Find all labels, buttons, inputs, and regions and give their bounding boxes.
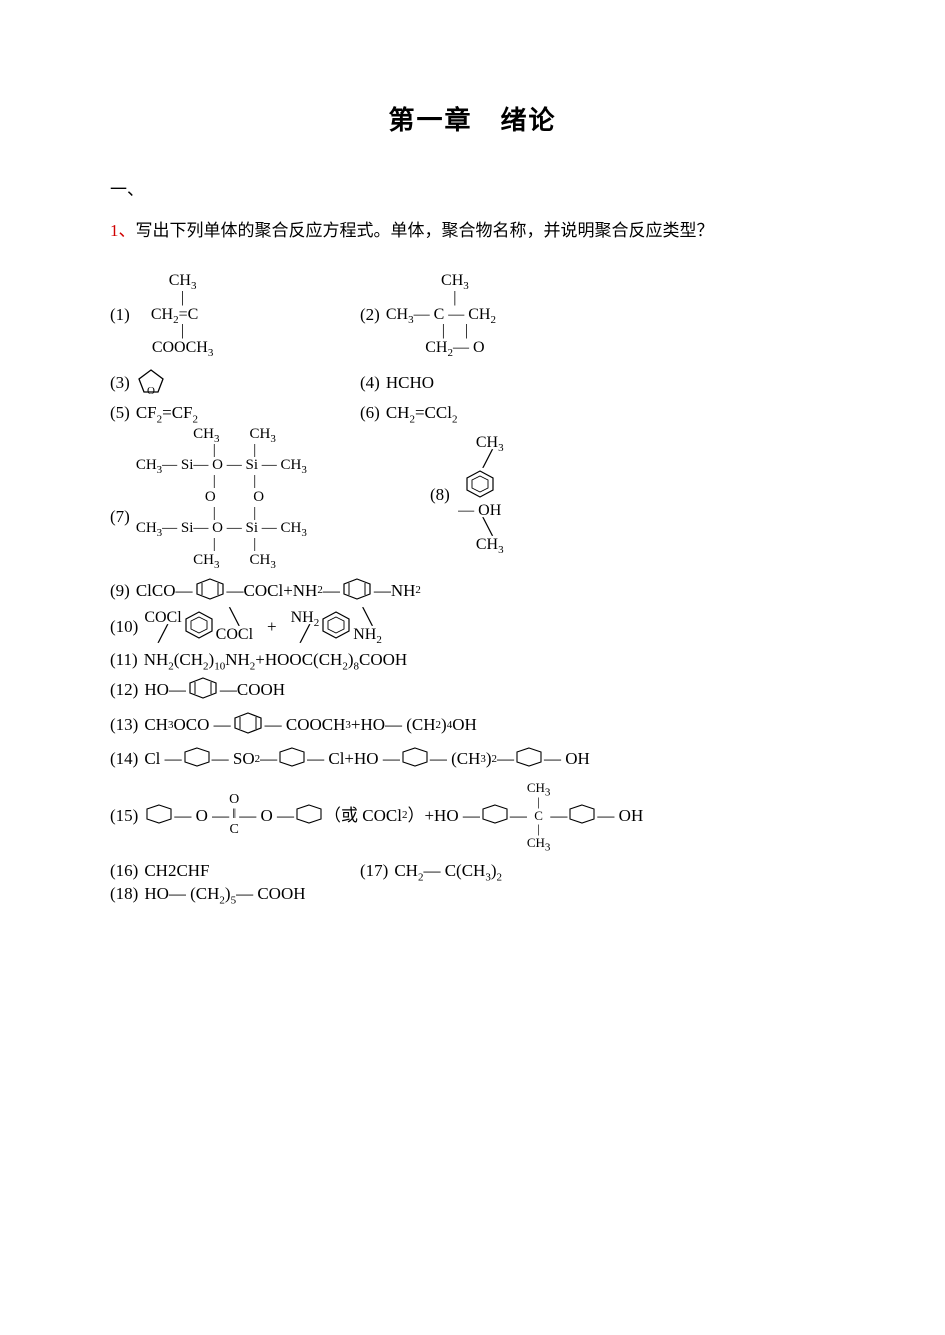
svg-text:O: O	[147, 385, 155, 395]
item-15-index: (15)	[110, 807, 138, 824]
item-7: (7) CH3 CH3 | | CH3— Si— O — Si — CH3 | …	[110, 427, 430, 569]
item-5: (5) CF2=CF2	[110, 404, 360, 421]
item-13-index: (13)	[110, 716, 138, 733]
item-14-index: (14)	[110, 750, 138, 767]
benzene-ring-icon	[340, 577, 374, 604]
item-15: (15) — O — O‖C — O — （或 COCl2）+HO —— CH3…	[110, 781, 643, 849]
item-3-index: (3)	[110, 374, 130, 391]
item-13-formula: CH3OCO —— COOCH3+HO— (CH2)4OH	[144, 711, 476, 738]
item-5-index: (5)	[110, 404, 130, 421]
item-7-formula: CH3 CH3 | | CH3— Si— O — Si — CH3 | | O …	[136, 427, 307, 569]
question-body: 写出下列单体的聚合反应方程式。单体，聚合物名称，并说明聚合反应类型？	[136, 221, 714, 240]
item-12: (12) HO——COOH	[110, 676, 285, 703]
item-16: (16) CH2CHF	[110, 862, 360, 879]
item-11: (11) NH2(CH2)10NH2+HOOC(CH2)8COOH	[110, 651, 407, 668]
item-9: (9) ClCO——COCl+NH2——NH2	[110, 577, 421, 604]
benzene-ring-icon	[319, 610, 353, 643]
item-15-formula: — O — O‖C — O — （或 COCl2）+HO —— CH3|C|CH…	[144, 781, 643, 849]
or-close: ）	[407, 807, 424, 824]
item-6-formula: CH2=CCl2	[386, 404, 458, 421]
item-4-formula: HCHO	[386, 374, 434, 391]
benzene-ring-icon	[567, 803, 597, 828]
item-4: (4) HCHO	[360, 374, 434, 391]
item-8: (8) CH3 ╱ — OH ╲ CH3	[430, 435, 504, 554]
benzene-ring-icon	[186, 676, 220, 703]
item-6: (6) CH2=CCl2	[360, 404, 457, 421]
item-17-formula: CH2— C(CH3)2	[394, 862, 502, 879]
item-9-formula: ClCO——COCl+NH2——NH2	[136, 577, 421, 604]
item-11-index: (11)	[110, 651, 138, 668]
chapter-title: 第一章 绪论	[110, 100, 835, 137]
item-12-index: (12)	[110, 681, 138, 698]
benzene-ring-icon	[277, 746, 307, 771]
item-2: (2) CH3 | CH3— C — CH2 | | CH2— O	[360, 273, 496, 357]
item-18-formula: HO— (CH2)5— COOH	[144, 885, 305, 902]
item-8-formula: CH3 ╱ — OH ╲ CH3	[456, 435, 504, 554]
item-3: (3) O	[110, 367, 360, 398]
item-14: (14) Cl —— SO2 —— Cl+HO —— (CH3)2 —— OH	[110, 746, 590, 771]
item-17-index: (17)	[360, 862, 388, 879]
item-8-index: (8)	[430, 486, 450, 503]
item-13: (13) CH3OCO —— COOCH3+HO— (CH2)4OH	[110, 711, 477, 738]
item-16-index: (16)	[110, 862, 138, 879]
benzene-ring-icon	[514, 746, 544, 771]
item-1-index: (1)	[110, 306, 130, 323]
item-14-formula: Cl —— SO2 —— Cl+HO —— (CH3)2 —— OH	[144, 746, 590, 771]
benzene-ring-icon	[182, 610, 216, 643]
benzene-ring-icon	[193, 577, 227, 604]
item-10: (10) COCl╱ ╲COCl + NH2╱ ╲NH2	[110, 610, 382, 644]
item-18-index: (18)	[110, 885, 138, 902]
item-10-index: (10)	[110, 618, 138, 635]
item-1-formula: CH3 | CH2=C | COOCH3	[136, 273, 214, 357]
item-11-formula: NH2(CH2)10NH2+HOOC(CH2)8COOH	[144, 651, 407, 668]
or-text: （或 COCl	[324, 807, 402, 824]
benzene-ring-icon	[144, 803, 174, 828]
question-number: 1、	[110, 221, 136, 240]
furan-ring-icon: O	[136, 367, 166, 398]
item-7-index: (7)	[110, 508, 130, 525]
benzene-ring-icon	[182, 746, 212, 771]
benzene-ring-icon	[294, 803, 324, 828]
item-5-formula: CF2=CF2	[136, 404, 198, 421]
item-2-index: (2)	[360, 306, 380, 323]
item-4-index: (4)	[360, 374, 380, 391]
item-16-formula: CH2CHF	[144, 862, 209, 879]
benzene-ring-icon	[400, 746, 430, 771]
benzene-ring-icon	[480, 803, 510, 828]
question-text: 1、写出下列单体的聚合反应方程式。单体，聚合物名称，并说明聚合反应类型？	[110, 216, 835, 241]
item-12-formula: HO——COOH	[144, 676, 285, 703]
item-1: (1) CH3 | CH2=C | COOCH3	[110, 273, 360, 357]
item-2-formula: CH3 | CH3— C — CH2 | | CH2— O	[386, 273, 496, 357]
benzene-ring-icon	[463, 469, 497, 504]
item-6-index: (6)	[360, 404, 380, 421]
item-9-index: (9)	[110, 582, 130, 599]
benzene-ring-icon	[231, 711, 265, 738]
item-10-formula: COCl╱ ╲COCl + NH2╱ ╲NH2	[144, 610, 382, 644]
item-17: (17) CH2— C(CH3)2	[360, 862, 502, 879]
formula-list: (1) CH3 | CH2=C | COOCH3 (2) CH3 | CH3— …	[110, 273, 835, 902]
item-18: (18) HO— (CH2)5— COOH	[110, 885, 306, 902]
section-label: 一、	[110, 175, 835, 200]
